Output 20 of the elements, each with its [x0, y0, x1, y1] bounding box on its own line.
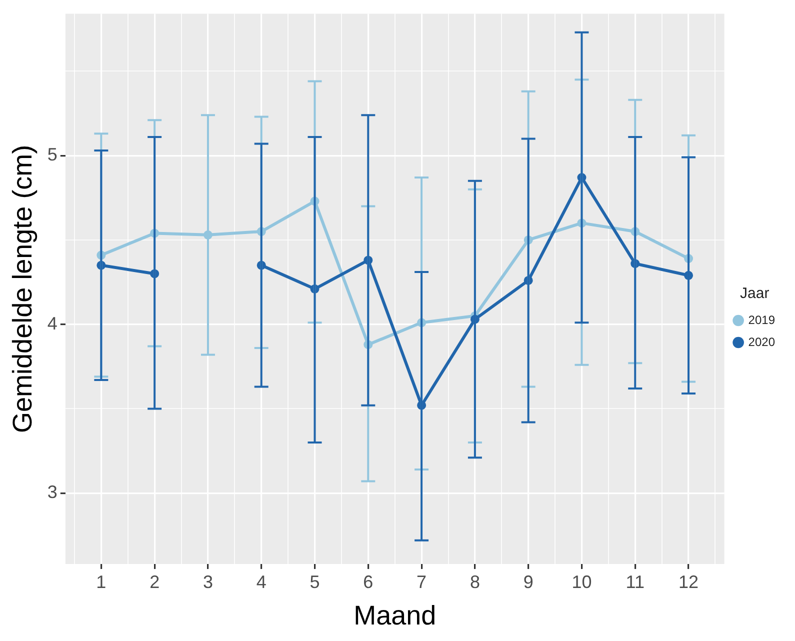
- x-tick-label: 3: [202, 572, 213, 592]
- legend-title: Jaar: [740, 285, 770, 302]
- x-tick-label: 10: [572, 572, 592, 592]
- y-tick-label: 3: [47, 482, 58, 502]
- x-axis-title: Maand: [354, 600, 436, 630]
- x-tick-label: 1: [96, 572, 106, 592]
- legend-label: 2019: [748, 312, 776, 327]
- x-tick-label: 8: [470, 572, 480, 592]
- x-tick-label: 11: [626, 572, 644, 592]
- x-tick-label: 5: [310, 572, 320, 592]
- x-tick-label: 9: [523, 572, 534, 592]
- x-tick-label: 7: [416, 572, 427, 592]
- legend-label: 2020: [748, 334, 776, 349]
- x-tick-label: 4: [256, 572, 266, 592]
- x-tick-label: 12: [678, 572, 699, 592]
- y-axis-title: Gemiddelde lengte (cm): [8, 144, 38, 433]
- x-tick-label: 6: [363, 572, 374, 592]
- x-tick-label: 2: [150, 572, 160, 592]
- y-tick-label: 5: [47, 144, 58, 165]
- y-tick-label: 4: [47, 313, 58, 334]
